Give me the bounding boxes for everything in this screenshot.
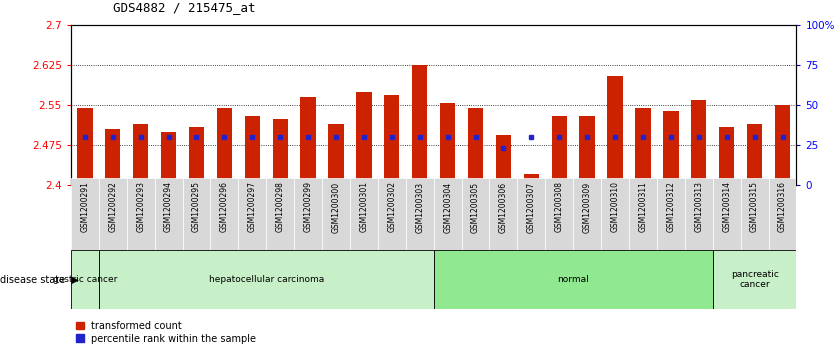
Bar <box>188 127 204 185</box>
Text: GSM1200303: GSM1200303 <box>415 182 425 233</box>
Text: GSM1200311: GSM1200311 <box>639 182 647 232</box>
Bar <box>551 116 567 185</box>
Bar <box>98 250 434 309</box>
Bar <box>127 178 154 250</box>
Bar <box>210 178 239 250</box>
Text: GSM1200310: GSM1200310 <box>610 182 620 232</box>
Text: GSM1200307: GSM1200307 <box>527 182 536 233</box>
Text: pancreatic
cancer: pancreatic cancer <box>731 270 779 289</box>
Text: GSM1200292: GSM1200292 <box>108 182 118 232</box>
Bar <box>461 178 490 250</box>
Text: GDS4882 / 215475_at: GDS4882 / 215475_at <box>113 1 255 14</box>
Bar <box>524 175 539 185</box>
Bar <box>78 108 93 185</box>
Bar <box>244 116 260 185</box>
Bar <box>266 178 294 250</box>
Bar <box>273 119 288 185</box>
Bar <box>384 95 399 185</box>
Bar <box>713 250 796 309</box>
Bar <box>573 178 601 250</box>
Bar <box>490 178 517 250</box>
Bar <box>412 65 427 185</box>
Text: GSM1200291: GSM1200291 <box>80 182 89 232</box>
Text: disease state  ▶: disease state ▶ <box>0 274 79 285</box>
Bar <box>434 250 713 309</box>
Text: GSM1200315: GSM1200315 <box>750 182 759 232</box>
Bar <box>601 178 629 250</box>
Text: GSM1200312: GSM1200312 <box>666 182 676 232</box>
Text: GSM1200302: GSM1200302 <box>387 182 396 232</box>
Text: GSM1200296: GSM1200296 <box>220 182 229 232</box>
Bar <box>239 178 266 250</box>
Text: hepatocellular carcinoma: hepatocellular carcinoma <box>208 275 324 284</box>
Text: GSM1200293: GSM1200293 <box>136 182 145 232</box>
Bar <box>769 178 796 250</box>
Bar <box>741 178 769 250</box>
Bar <box>133 124 148 185</box>
Bar <box>71 178 98 250</box>
Bar <box>217 108 232 185</box>
Bar <box>406 178 434 250</box>
Text: GSM1200314: GSM1200314 <box>722 182 731 232</box>
Bar <box>713 178 741 250</box>
Bar <box>685 178 713 250</box>
Bar <box>663 111 679 185</box>
Text: GSM1200298: GSM1200298 <box>276 182 284 232</box>
Bar <box>350 178 378 250</box>
Text: GSM1200299: GSM1200299 <box>304 182 313 232</box>
Bar <box>468 108 483 185</box>
Bar <box>98 178 127 250</box>
Text: GSM1200306: GSM1200306 <box>499 182 508 233</box>
Bar <box>183 178 210 250</box>
Bar <box>154 178 183 250</box>
Text: GSM1200309: GSM1200309 <box>583 182 591 233</box>
Text: GSM1200295: GSM1200295 <box>192 182 201 232</box>
Text: GSM1200316: GSM1200316 <box>778 182 787 232</box>
Bar <box>322 178 350 250</box>
Bar <box>580 116 595 185</box>
Bar <box>440 103 455 185</box>
Bar <box>161 132 176 185</box>
Bar <box>434 178 461 250</box>
Bar <box>105 129 120 185</box>
Bar <box>356 92 372 185</box>
Text: GSM1200300: GSM1200300 <box>331 182 340 233</box>
Bar <box>691 100 706 185</box>
Bar <box>517 178 545 250</box>
Text: gastric cancer: gastric cancer <box>53 275 117 284</box>
Bar <box>545 178 573 250</box>
Bar <box>378 178 406 250</box>
Text: GSM1200294: GSM1200294 <box>164 182 173 232</box>
Text: GSM1200297: GSM1200297 <box>248 182 257 232</box>
Bar <box>775 105 790 185</box>
Bar <box>629 178 657 250</box>
Bar <box>495 135 511 185</box>
Bar <box>657 178 685 250</box>
Text: GSM1200308: GSM1200308 <box>555 182 564 232</box>
Text: GSM1200301: GSM1200301 <box>359 182 369 232</box>
Text: GSM1200304: GSM1200304 <box>443 182 452 233</box>
Text: GSM1200305: GSM1200305 <box>471 182 480 233</box>
Bar <box>71 250 98 309</box>
Text: normal: normal <box>557 275 589 284</box>
Bar <box>636 108 651 185</box>
Bar <box>719 127 735 185</box>
Bar <box>607 76 623 185</box>
Text: GSM1200313: GSM1200313 <box>694 182 703 232</box>
Bar <box>747 124 762 185</box>
Legend: transformed count, percentile rank within the sample: transformed count, percentile rank withi… <box>76 321 256 344</box>
Bar <box>300 97 316 185</box>
Bar <box>294 178 322 250</box>
Bar <box>329 124 344 185</box>
